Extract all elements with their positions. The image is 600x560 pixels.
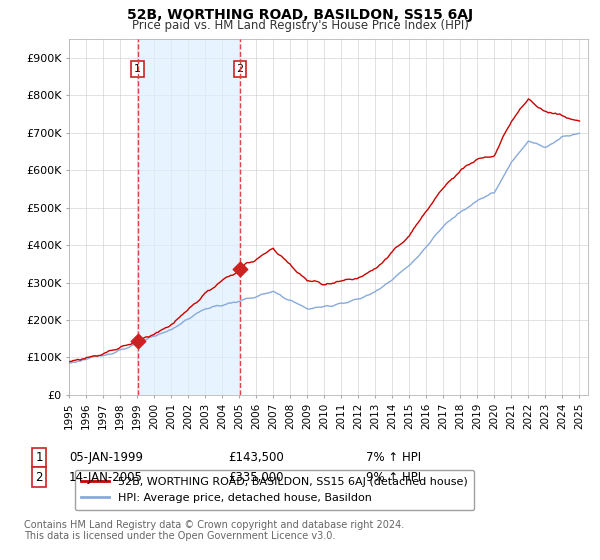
Text: 9% ↑ HPI: 9% ↑ HPI <box>366 470 421 484</box>
Text: Contains HM Land Registry data © Crown copyright and database right 2024.
This d: Contains HM Land Registry data © Crown c… <box>24 520 404 542</box>
Text: 52B, WORTHING ROAD, BASILDON, SS15 6AJ: 52B, WORTHING ROAD, BASILDON, SS15 6AJ <box>127 8 473 22</box>
Point <box>235 265 245 274</box>
Text: 14-JAN-2005: 14-JAN-2005 <box>69 470 143 484</box>
Point <box>133 337 142 346</box>
Text: 2: 2 <box>35 470 43 484</box>
Text: 2: 2 <box>236 64 244 74</box>
Text: £143,500: £143,500 <box>228 451 284 464</box>
Text: 7% ↑ HPI: 7% ↑ HPI <box>366 451 421 464</box>
Legend: 52B, WORTHING ROAD, BASILDON, SS15 6AJ (detached house), HPI: Average price, det: 52B, WORTHING ROAD, BASILDON, SS15 6AJ (… <box>74 470 475 510</box>
Text: 1: 1 <box>134 64 141 74</box>
Text: 1: 1 <box>35 451 43 464</box>
Text: £335,000: £335,000 <box>228 470 284 484</box>
Text: Price paid vs. HM Land Registry's House Price Index (HPI): Price paid vs. HM Land Registry's House … <box>131 19 469 32</box>
Text: 05-JAN-1999: 05-JAN-1999 <box>69 451 143 464</box>
Bar <box>137 39 240 395</box>
